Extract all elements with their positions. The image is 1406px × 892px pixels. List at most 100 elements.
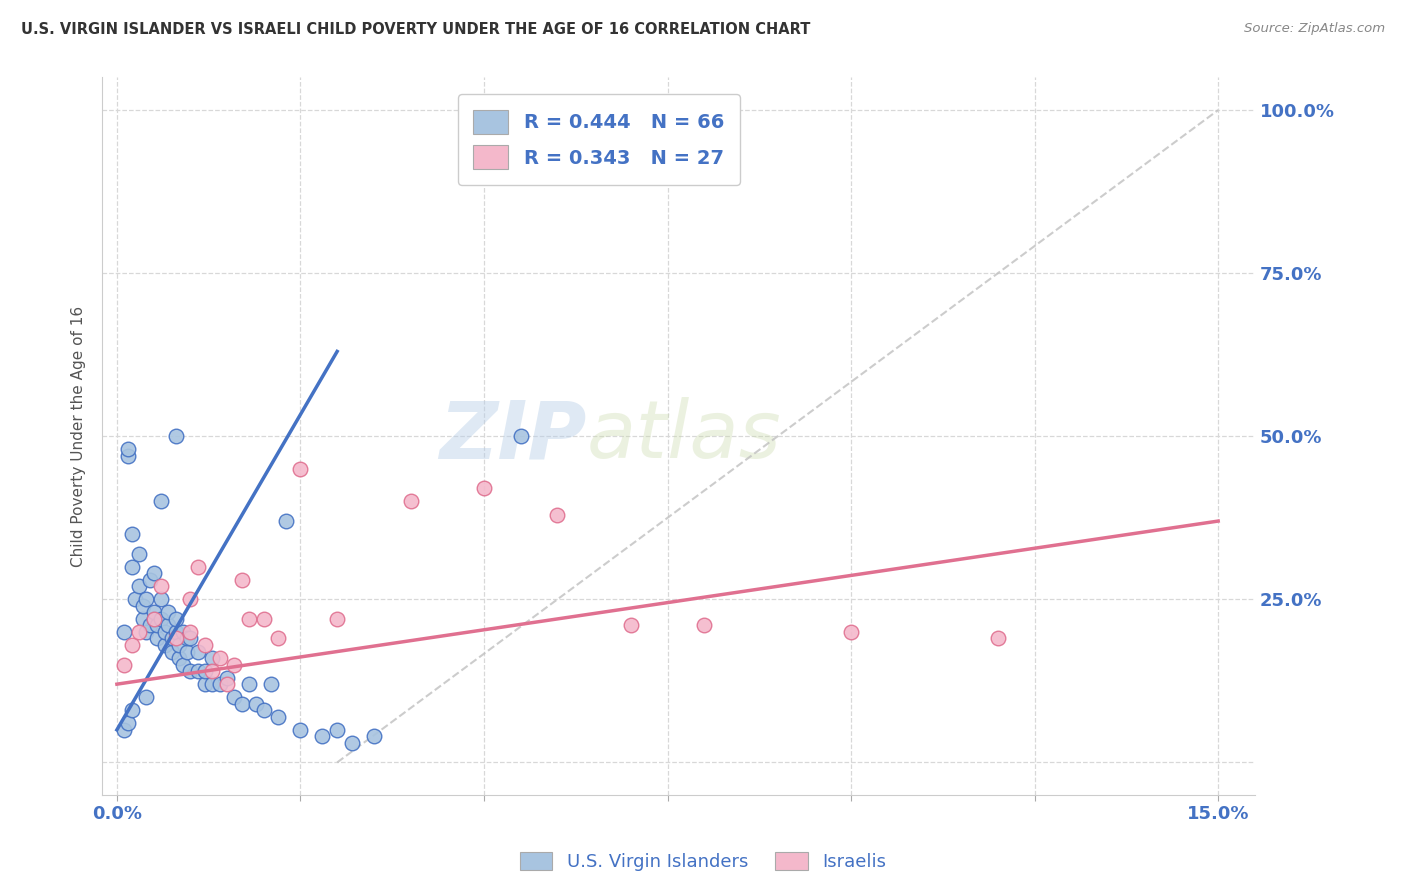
Point	[363, 730, 385, 744]
Point	[146, 618, 169, 632]
Text: ZIP: ZIP	[439, 397, 586, 475]
Point	[187, 664, 209, 678]
Point	[124, 592, 146, 607]
Point	[238, 677, 260, 691]
Point	[326, 612, 349, 626]
Point	[117, 442, 139, 457]
Point	[135, 624, 157, 639]
Point	[208, 651, 231, 665]
Point	[172, 657, 194, 672]
Point	[231, 697, 253, 711]
Legend: U.S. Virgin Islanders, Israelis: U.S. Virgin Islanders, Israelis	[513, 845, 893, 879]
Point	[142, 566, 165, 581]
Point	[117, 716, 139, 731]
Point	[224, 690, 246, 705]
Point	[839, 624, 862, 639]
Point	[274, 514, 297, 528]
Point	[149, 579, 172, 593]
Point	[472, 482, 495, 496]
Legend: R = 0.444   N = 66, R = 0.343   N = 27: R = 0.444 N = 66, R = 0.343 N = 27	[458, 95, 740, 185]
Point	[340, 736, 363, 750]
Point	[509, 429, 531, 443]
Point	[121, 703, 143, 717]
Point	[194, 638, 217, 652]
Point	[157, 618, 180, 632]
Y-axis label: Child Poverty Under the Age of 16: Child Poverty Under the Age of 16	[72, 306, 86, 566]
Point	[121, 638, 143, 652]
Point	[142, 612, 165, 626]
Point	[187, 559, 209, 574]
Point	[238, 612, 260, 626]
Point	[165, 429, 187, 443]
Point	[179, 624, 201, 639]
Text: atlas: atlas	[586, 397, 782, 475]
Point	[399, 494, 422, 508]
Point	[245, 697, 267, 711]
Point	[149, 494, 172, 508]
Point	[128, 624, 150, 639]
Point	[135, 592, 157, 607]
Point	[201, 651, 224, 665]
Text: Source: ZipAtlas.com: Source: ZipAtlas.com	[1244, 22, 1385, 36]
Point	[112, 657, 135, 672]
Point	[208, 677, 231, 691]
Point	[160, 644, 183, 658]
Point	[194, 664, 217, 678]
Point	[117, 449, 139, 463]
Point	[194, 677, 217, 691]
Point	[546, 508, 568, 522]
Point	[179, 664, 201, 678]
Point	[179, 592, 201, 607]
Point	[142, 612, 165, 626]
Point	[165, 624, 187, 639]
Point	[128, 547, 150, 561]
Point	[215, 677, 238, 691]
Point	[187, 644, 209, 658]
Point	[176, 644, 198, 658]
Point	[172, 624, 194, 639]
Point	[260, 677, 283, 691]
Point	[146, 632, 169, 646]
Point	[149, 592, 172, 607]
Point	[153, 624, 176, 639]
Point	[693, 618, 716, 632]
Point	[231, 573, 253, 587]
Point	[620, 618, 643, 632]
Point	[121, 559, 143, 574]
Point	[267, 710, 290, 724]
Text: U.S. VIRGIN ISLANDER VS ISRAELI CHILD POVERTY UNDER THE AGE OF 16 CORRELATION CH: U.S. VIRGIN ISLANDER VS ISRAELI CHILD PO…	[21, 22, 810, 37]
Point	[267, 632, 290, 646]
Point	[224, 657, 246, 672]
Point	[165, 612, 187, 626]
Point	[290, 723, 312, 737]
Point	[326, 723, 349, 737]
Point	[253, 612, 276, 626]
Point	[169, 638, 191, 652]
Point	[112, 723, 135, 737]
Point	[179, 632, 201, 646]
Point	[135, 690, 157, 705]
Point	[201, 677, 224, 691]
Point	[215, 671, 238, 685]
Point	[112, 624, 135, 639]
Point	[139, 573, 162, 587]
Point	[987, 632, 1010, 646]
Point	[121, 527, 143, 541]
Point	[142, 606, 165, 620]
Point	[290, 462, 312, 476]
Point	[253, 703, 276, 717]
Point	[311, 730, 333, 744]
Point	[176, 632, 198, 646]
Point	[157, 606, 180, 620]
Point	[201, 664, 224, 678]
Point	[153, 638, 176, 652]
Point	[169, 651, 191, 665]
Point	[131, 599, 153, 613]
Point	[149, 612, 172, 626]
Point	[128, 579, 150, 593]
Point	[139, 618, 162, 632]
Point	[531, 122, 554, 136]
Point	[165, 632, 187, 646]
Point	[160, 632, 183, 646]
Point	[131, 612, 153, 626]
